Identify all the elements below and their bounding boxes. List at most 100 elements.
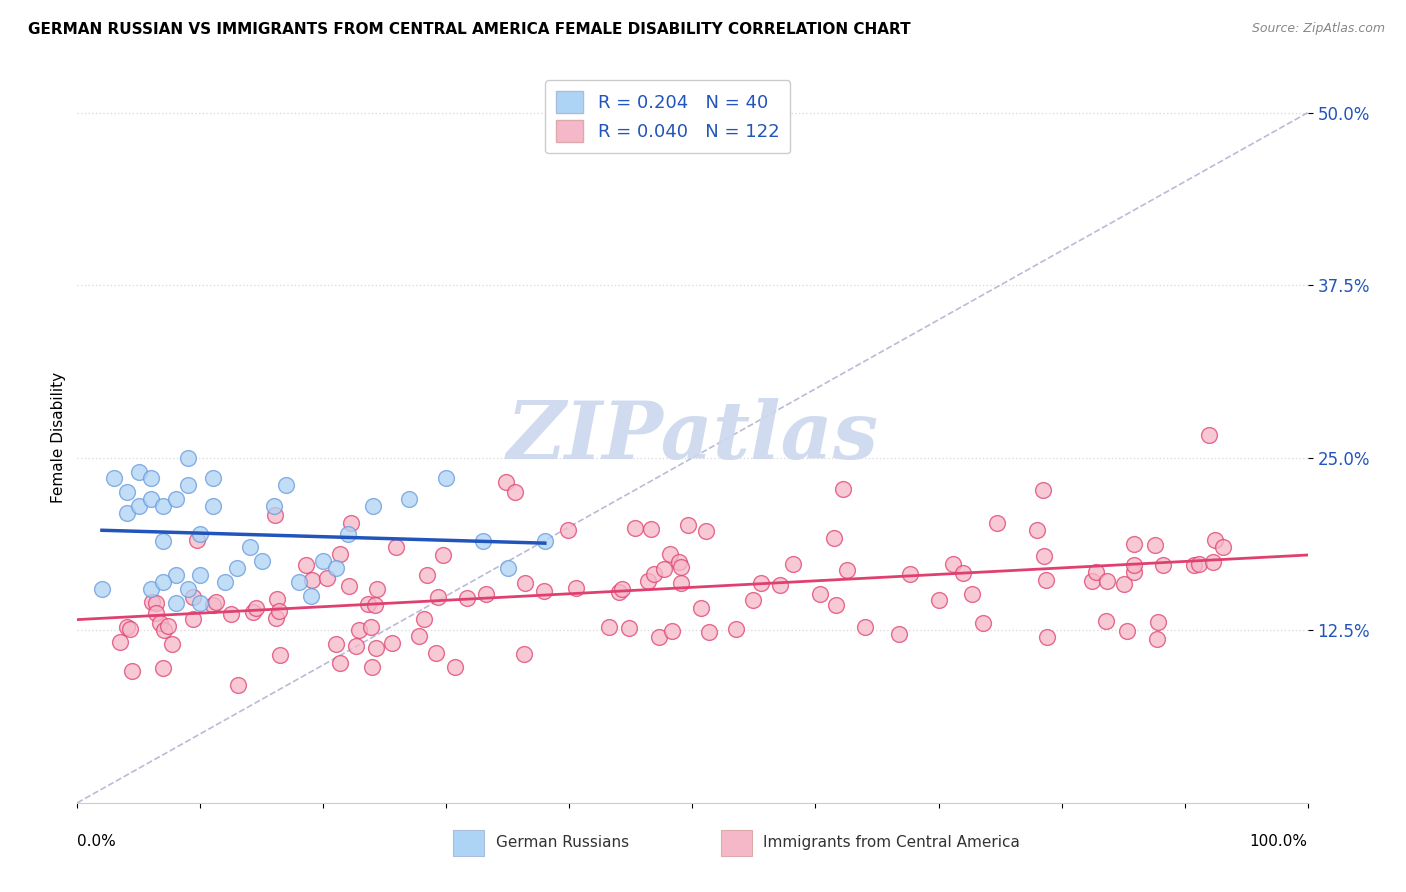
Point [1095, 614, 1118, 628]
Point [741, 592, 763, 607]
Point [366, 582, 388, 596]
Y-axis label: Female Disability: Female Disability [51, 371, 66, 503]
Point [152, 574, 174, 589]
Point [1122, 566, 1144, 580]
Point [1152, 558, 1174, 573]
Point [152, 533, 174, 548]
Point [398, 492, 420, 507]
Point [952, 566, 974, 580]
Point [328, 547, 350, 561]
Point [219, 607, 242, 622]
Point [276, 478, 298, 492]
Point [533, 584, 555, 599]
Point [898, 566, 921, 581]
Point [769, 578, 792, 592]
Point [165, 568, 187, 582]
Point [823, 532, 845, 546]
Point [269, 648, 291, 663]
Point [250, 554, 273, 568]
Point [652, 562, 675, 576]
Point [610, 582, 633, 597]
Point [141, 595, 163, 609]
Point [118, 623, 141, 637]
Point [115, 620, 138, 634]
Point [384, 540, 406, 554]
Point [177, 450, 200, 465]
Point [432, 548, 454, 562]
Point [177, 478, 200, 492]
Point [153, 623, 176, 637]
Point [808, 587, 831, 601]
Point [108, 634, 131, 648]
Point [128, 465, 150, 479]
Point [245, 601, 267, 615]
Legend: R = 0.204   N = 40, R = 0.040   N = 122: R = 0.204 N = 40, R = 0.040 N = 122 [546, 80, 790, 153]
Point [325, 561, 347, 575]
Point [1198, 428, 1220, 442]
Point [103, 471, 125, 485]
Point [749, 576, 772, 591]
Point [1204, 533, 1226, 547]
Point [204, 595, 226, 609]
Point [623, 521, 645, 535]
Point [201, 499, 224, 513]
Point [853, 620, 876, 634]
Point [295, 558, 318, 573]
Point [495, 475, 517, 489]
Point [160, 637, 183, 651]
Point [360, 660, 382, 674]
Point [188, 526, 212, 541]
Text: 0.0%: 0.0% [77, 834, 117, 849]
Point [349, 623, 371, 637]
Point [1202, 555, 1225, 569]
Point [832, 482, 855, 496]
Point [152, 499, 174, 513]
Point [1035, 574, 1057, 588]
Point [121, 664, 143, 678]
Point [425, 646, 447, 660]
Point [299, 589, 322, 603]
Point [416, 567, 439, 582]
Point [661, 624, 683, 638]
Point [436, 471, 458, 485]
Point [1146, 632, 1168, 646]
Point [472, 533, 495, 548]
Point [188, 568, 212, 582]
Point [157, 619, 180, 633]
Point [725, 622, 748, 636]
Point [263, 508, 285, 522]
Point [202, 599, 225, 613]
Text: ZIPatlas: ZIPatlas [506, 399, 879, 475]
Point [496, 561, 519, 575]
Point [835, 563, 858, 577]
Point [357, 597, 380, 611]
Point [986, 516, 1008, 531]
Point [643, 567, 665, 582]
Point [165, 492, 187, 507]
Point [512, 648, 534, 662]
Text: 100.0%: 100.0% [1250, 834, 1308, 849]
Point [1035, 630, 1057, 644]
Point [141, 471, 163, 485]
Point [141, 582, 163, 596]
Point [267, 605, 290, 619]
Text: Immigrants from Central America: Immigrants from Central America [763, 836, 1019, 850]
Point [1182, 558, 1205, 572]
Point [1095, 574, 1118, 588]
Point [1026, 523, 1049, 537]
Point [242, 605, 264, 619]
Point [1032, 549, 1054, 563]
Text: German Russians: German Russians [496, 836, 628, 850]
Point [534, 533, 557, 548]
Point [115, 485, 138, 500]
Point [165, 596, 187, 610]
Point [427, 590, 450, 604]
Point [676, 518, 699, 533]
Point [1188, 558, 1211, 572]
Point [609, 584, 631, 599]
Point [90, 582, 114, 596]
Point [149, 615, 172, 630]
Point [186, 533, 208, 547]
Point [887, 627, 910, 641]
Point [301, 573, 323, 587]
